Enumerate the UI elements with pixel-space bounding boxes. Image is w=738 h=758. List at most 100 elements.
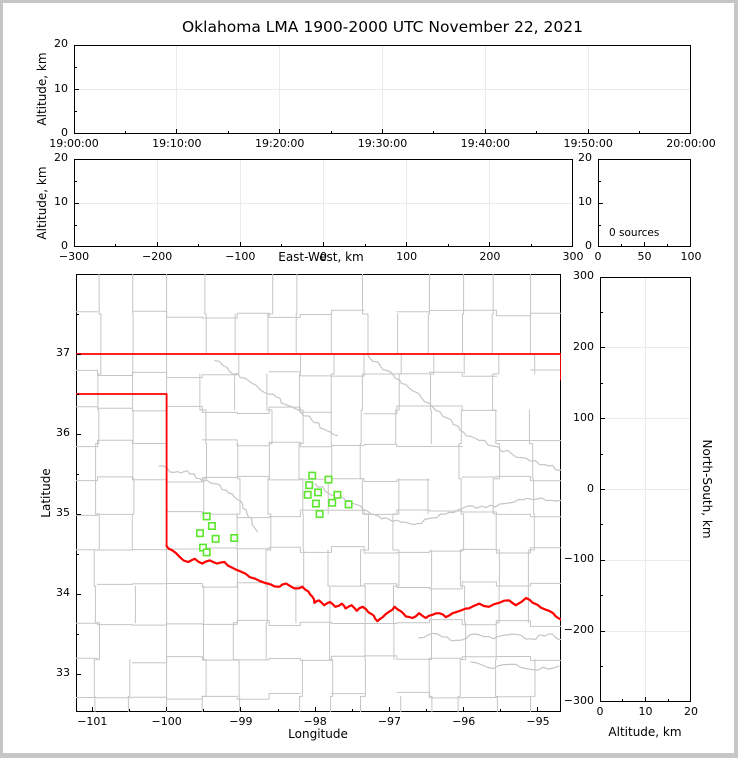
tick-mark <box>75 89 79 90</box>
oklahoma-map-svg <box>76 274 561 712</box>
minor-tick-mark <box>622 699 624 701</box>
ew-height-plot-area[interactable] <box>74 159 573 247</box>
tick-mark <box>601 559 605 561</box>
minor-tick-mark <box>364 244 366 246</box>
tick-label: 20 <box>578 151 592 164</box>
tick-label: 36 <box>56 426 70 439</box>
alt-histogram-plot-area[interactable] <box>598 159 691 247</box>
tick-label: 100 <box>680 250 702 263</box>
tick-mark <box>690 129 691 133</box>
tick-mark <box>91 707 93 711</box>
lma-station-marker <box>202 512 211 521</box>
minor-tick-mark <box>433 131 435 133</box>
minor-tick-mark <box>281 244 283 246</box>
minor-tick-mark <box>77 633 79 635</box>
minor-tick-mark <box>77 313 79 315</box>
lma-station-marker <box>207 522 216 531</box>
tick-mark <box>599 159 603 160</box>
tick-mark <box>484 129 486 133</box>
tick-label: −100 <box>563 552 594 566</box>
gridline <box>601 559 690 561</box>
lma-station-marker <box>202 548 211 557</box>
tick-label: −97 <box>377 715 402 728</box>
tick-label: −98 <box>303 715 327 728</box>
minor-tick-mark <box>75 224 77 226</box>
tick-mark <box>323 242 324 246</box>
minor-tick-mark <box>536 131 538 133</box>
river-line <box>366 353 561 471</box>
river-line <box>470 661 560 671</box>
tick-mark <box>75 159 79 160</box>
tick-mark <box>314 707 316 711</box>
tick-mark <box>388 707 390 711</box>
lma-station-marker <box>305 481 314 490</box>
river-line <box>418 632 561 642</box>
tick-label: 20:00:00 <box>666 137 716 150</box>
tick-mark <box>75 246 79 247</box>
tick-label: −200 <box>142 250 173 263</box>
tick-label: 200 <box>479 250 501 263</box>
minor-tick-mark <box>227 131 229 133</box>
minor-tick-mark <box>601 666 603 668</box>
minor-tick-mark <box>77 393 79 395</box>
tick-label: 19:20:00 <box>254 137 305 150</box>
tick-label: −95 <box>526 715 550 728</box>
minor-tick-mark <box>77 553 79 555</box>
tick-mark <box>599 246 603 247</box>
lma-station-marker <box>308 471 317 480</box>
tick-mark <box>166 707 168 711</box>
tick-mark <box>382 129 383 133</box>
tick-label: −200 <box>563 623 594 637</box>
tick-label: 10 <box>638 705 653 718</box>
tick-label: 10 <box>54 195 68 208</box>
lma-station-marker <box>211 534 220 543</box>
ns-height-plot-area[interactable] <box>600 277 691 702</box>
tick-mark <box>690 242 691 246</box>
tick-mark <box>240 707 242 711</box>
lma-station-marker <box>315 510 324 519</box>
tick-mark <box>239 242 241 246</box>
minor-tick-mark <box>601 524 603 526</box>
tick-label: 37 <box>56 346 70 359</box>
minor-tick-mark <box>330 131 332 133</box>
plan-map-plot-area[interactable] <box>76 274 561 712</box>
tick-label: 35 <box>56 506 70 519</box>
lma-station-marker <box>196 529 205 538</box>
tick-label: 0 <box>596 705 604 718</box>
map-xlabel: Longitude <box>288 727 348 741</box>
tick-label: 0 <box>594 250 602 263</box>
tick-label: 100 <box>396 250 418 263</box>
tick-label: 0 <box>320 250 327 263</box>
tick-mark <box>279 129 281 133</box>
gridline <box>601 489 690 490</box>
gridline <box>601 630 690 632</box>
lma-station-marker <box>328 498 337 507</box>
tick-mark <box>587 129 589 133</box>
tick-label: 20 <box>54 37 68 50</box>
tick-mark <box>74 129 75 133</box>
tick-mark <box>601 418 605 420</box>
minor-tick-mark <box>203 709 205 711</box>
tick-mark <box>75 202 79 204</box>
minor-tick-mark <box>601 453 603 455</box>
gridline <box>75 89 690 90</box>
tick-mark <box>601 701 605 702</box>
minor-tick-mark <box>351 709 353 711</box>
minor-tick-mark <box>75 180 77 182</box>
minor-tick-mark <box>75 66 77 68</box>
tick-mark <box>463 707 465 711</box>
tick-label: 100 <box>573 410 594 424</box>
red-river-border <box>165 544 561 623</box>
tick-label: 19:10:00 <box>152 137 202 150</box>
minor-tick-mark <box>599 224 601 226</box>
tick-label: 34 <box>56 586 70 599</box>
gridline <box>601 347 690 349</box>
minor-tick-mark <box>667 699 669 701</box>
tick-label: 19:00:00 <box>49 137 99 150</box>
minor-tick-mark <box>124 131 126 133</box>
tick-mark <box>75 133 79 134</box>
time-height-plot-area[interactable] <box>74 45 691 134</box>
tick-mark <box>176 129 178 133</box>
minor-tick-mark <box>75 111 77 113</box>
